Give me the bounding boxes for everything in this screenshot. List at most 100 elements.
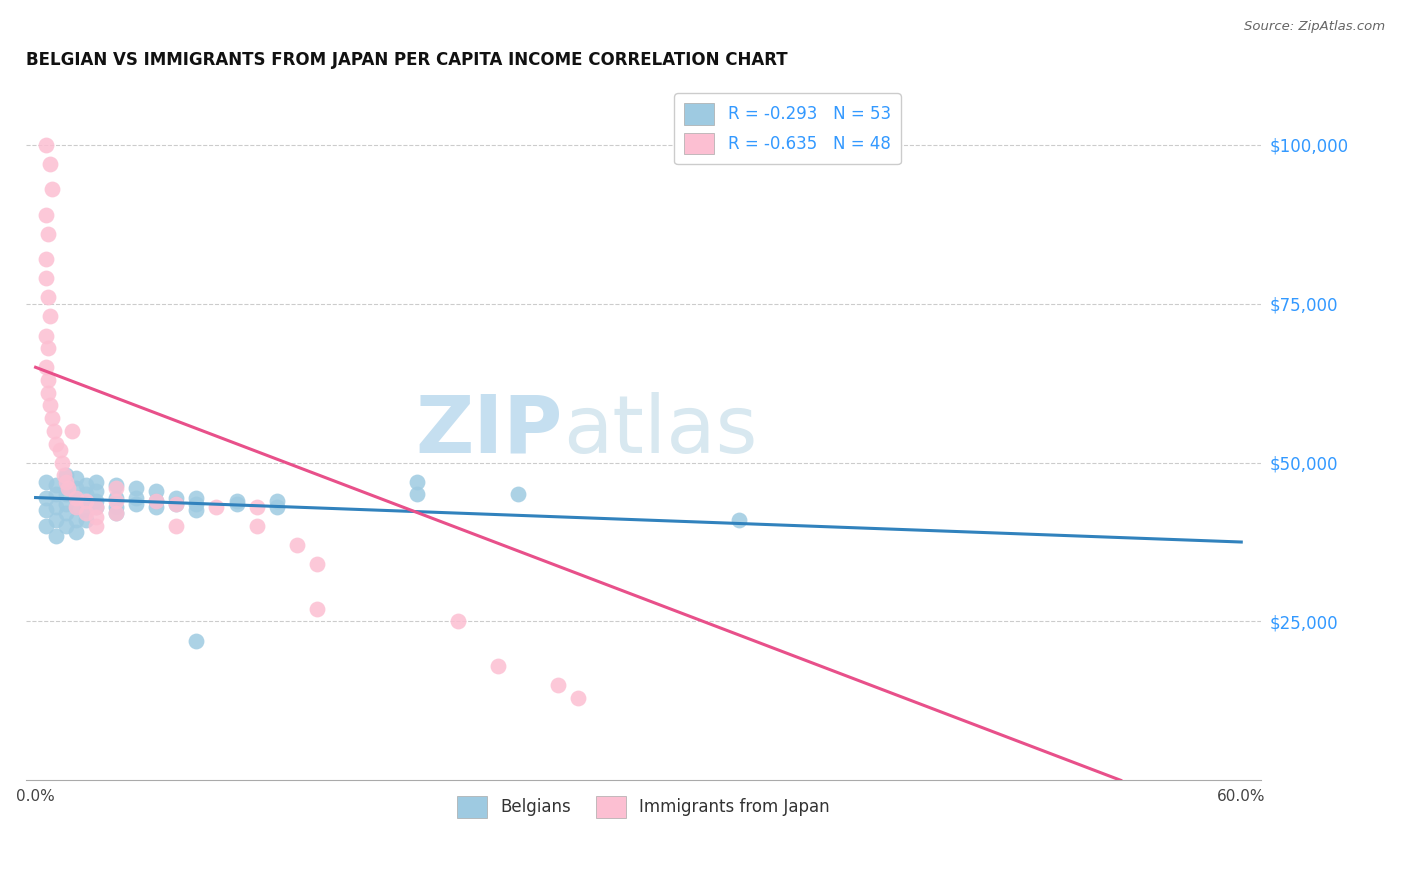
Point (65, 500, 87, 514)
Point (186, 497, 208, 511)
Point (84, 500, 107, 514)
Point (65, 491, 87, 505)
Text: ZIP: ZIP (416, 392, 564, 470)
Point (104, 491, 127, 505)
Text: Source: ZipAtlas.com: Source: ZipAtlas.com (1244, 20, 1385, 33)
Point (145, 493, 167, 508)
Legend: Belgians, Immigrants from Japan: Belgians, Immigrants from Japan (450, 789, 837, 824)
Point (567, 690, 589, 705)
Point (45, 478, 67, 492)
Point (246, 519, 269, 533)
Point (75, 487, 97, 501)
Point (305, 558, 328, 572)
Point (55, 475, 77, 489)
Point (225, 497, 247, 511)
Point (34, 328, 56, 343)
Point (84, 493, 107, 508)
Point (45, 436, 67, 450)
Point (104, 507, 127, 521)
Point (186, 503, 208, 517)
Point (75, 503, 97, 517)
Point (75, 493, 97, 508)
Point (75, 513, 97, 527)
Point (56, 481, 79, 495)
Point (37, 290, 59, 304)
Point (205, 500, 228, 514)
Point (41, 411, 63, 425)
Point (60, 424, 83, 438)
Point (45, 529, 67, 543)
Point (186, 491, 208, 505)
Point (225, 493, 247, 508)
Point (165, 497, 187, 511)
Point (125, 497, 148, 511)
Point (65, 500, 87, 514)
Point (45, 513, 67, 527)
Point (125, 491, 148, 505)
Point (34, 475, 56, 489)
Point (728, 513, 751, 527)
Point (37, 373, 59, 387)
Point (246, 500, 269, 514)
Point (266, 493, 288, 508)
Point (104, 500, 127, 514)
Point (37, 227, 59, 241)
Text: BELGIAN VS IMMIGRANTS FROM JAPAN PER CAPITA INCOME CORRELATION CHART: BELGIAN VS IMMIGRANTS FROM JAPAN PER CAP… (25, 51, 787, 69)
Point (104, 493, 127, 508)
Point (42, 424, 65, 438)
Point (75, 478, 97, 492)
Point (446, 615, 468, 629)
Point (65, 471, 87, 485)
Point (84, 475, 107, 489)
Point (34, 519, 56, 533)
Point (104, 478, 127, 492)
Point (547, 678, 569, 692)
Point (145, 500, 167, 514)
Point (84, 519, 107, 533)
Point (84, 484, 107, 499)
Point (65, 513, 87, 527)
Point (406, 487, 429, 501)
Point (305, 601, 328, 615)
Point (65, 525, 87, 540)
Point (55, 519, 77, 533)
Point (45, 500, 67, 514)
Point (55, 507, 77, 521)
Point (37, 341, 59, 355)
Point (84, 509, 107, 524)
Point (55, 475, 77, 489)
Point (41, 182, 63, 196)
Point (75, 493, 97, 508)
Point (48, 442, 70, 457)
Point (266, 500, 288, 514)
Point (34, 252, 56, 267)
Point (406, 475, 429, 489)
Point (486, 659, 509, 673)
Point (52, 468, 75, 483)
Point (104, 507, 127, 521)
Point (506, 487, 529, 501)
Point (55, 468, 77, 483)
Point (34, 503, 56, 517)
Point (38, 310, 60, 324)
Point (37, 385, 59, 400)
Point (34, 271, 56, 285)
Point (145, 484, 167, 499)
Point (145, 493, 167, 508)
Point (65, 481, 87, 495)
Point (45, 487, 67, 501)
Point (34, 491, 56, 505)
Point (75, 507, 97, 521)
Point (65, 491, 87, 505)
Point (38, 157, 60, 171)
Point (186, 633, 208, 648)
Point (51, 456, 73, 470)
Point (165, 491, 187, 505)
Point (104, 481, 127, 495)
Point (84, 500, 107, 514)
Point (34, 137, 56, 152)
Point (165, 497, 187, 511)
Point (55, 487, 77, 501)
Point (165, 519, 187, 533)
Point (285, 538, 308, 552)
